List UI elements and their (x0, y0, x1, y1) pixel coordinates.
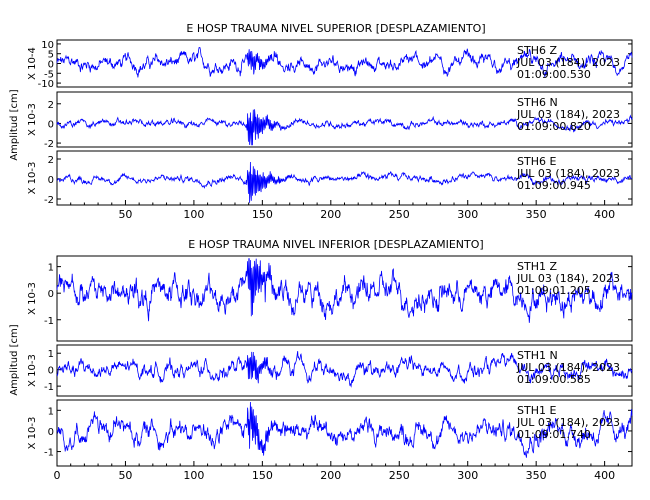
x-tick-label: 350 (526, 208, 547, 221)
x-tick-label: 400 (594, 469, 615, 482)
scale-label: X 10-3 (27, 282, 38, 315)
waveform-line (56, 258, 633, 323)
panel-title-inferior: E HOSP TRAUMA NIVEL INFERIOR [DESPLAZAMI… (188, 238, 483, 251)
time-label: 01:09:00.530 (517, 68, 591, 81)
date-label: JUL 03 (184), 2023 (516, 361, 620, 374)
y-tick-label: -10 (38, 79, 54, 90)
scale-label: X 10-3 (27, 162, 38, 195)
station-label: STH6 Z (517, 44, 557, 57)
y-tick-label: -1 (44, 448, 54, 459)
scale-label: X 10-3 (27, 354, 38, 387)
y-tick-label: 0 (48, 427, 54, 438)
y-tick-label: 0 (48, 366, 54, 377)
x-tick-label: 150 (252, 469, 273, 482)
y-tick-label: -1 (44, 316, 54, 327)
y-tick-label: -5 (44, 69, 54, 80)
time-label: 01:09:00.945 (517, 179, 591, 192)
y-tick-label: 2 (48, 155, 54, 166)
station-label: STH6 N (517, 96, 558, 109)
station-label: STH6 E (517, 155, 556, 168)
time-label: 01:09:01.740 (517, 428, 591, 441)
x-tick-label: 150 (252, 208, 273, 221)
station-label: STH1 N (517, 349, 558, 362)
x-tick-label: 400 (594, 208, 615, 221)
date-label: JUL 03 (184), 2023 (516, 167, 620, 180)
x-tick-label: 300 (457, 208, 478, 221)
y-tick-label: -1 (44, 382, 54, 393)
x-tick-label: 50 (118, 208, 132, 221)
y-tick-label: -2 (44, 139, 54, 150)
y-axis-label-inferior: Amplitud [cm] (9, 324, 20, 395)
time-label: 01:09:01.205 (517, 284, 591, 297)
x-tick-label: 200 (320, 469, 341, 482)
date-label: JUL 03 (184), 2023 (516, 416, 620, 429)
x-tick-label: 250 (389, 469, 410, 482)
time-label: 01:09:00.585 (517, 373, 591, 386)
panel-title-superior: E HOSP TRAUMA NIVEL SUPERIOR [DESPLAZAMI… (186, 22, 485, 35)
waveform-line (56, 401, 633, 458)
scale-label: X 10-3 (27, 417, 38, 450)
y-tick-label: 5 (48, 50, 54, 61)
x-tick-label: 100 (183, 208, 204, 221)
date-label: JUL 03 (184), 2023 (516, 56, 620, 69)
y-tick-label: 1 (48, 349, 54, 360)
y-axis-label-superior: Amplitud [cm] (9, 89, 20, 160)
y-tick-label: 0 (48, 289, 54, 300)
scale-label: X 10-3 (27, 103, 38, 136)
date-label: JUL 03 (184), 2023 (516, 108, 620, 121)
time-label: 01:09:00.820 (517, 120, 591, 133)
y-tick-label: -2 (44, 195, 54, 206)
y-tick-label: 2 (48, 100, 54, 111)
x-tick-label: 300 (457, 469, 478, 482)
x-tick-label: 200 (320, 208, 341, 221)
x-tick-label: 0 (54, 469, 61, 482)
trace-frame (56, 255, 633, 342)
x-tick-label: 100 (183, 469, 204, 482)
waveform-line (56, 109, 633, 146)
date-label: JUL 03 (184), 2023 (516, 272, 620, 285)
x-tick-label: 350 (526, 469, 547, 482)
y-tick-label: 10 (41, 40, 54, 51)
waveform-line (56, 161, 633, 203)
y-tick-label: 1 (48, 263, 54, 274)
x-tick-label: 50 (118, 469, 132, 482)
y-tick-label: 1 (48, 406, 54, 417)
waveform-line (56, 47, 633, 78)
scale-label: X 10-4 (27, 47, 38, 80)
x-tick-label: 250 (389, 208, 410, 221)
y-tick-label: 0 (48, 119, 54, 130)
station-label: STH1 Z (517, 260, 557, 273)
y-tick-label: 0 (48, 60, 54, 71)
waveform-line (56, 351, 633, 388)
y-tick-label: 0 (48, 175, 54, 186)
station-label: STH1 E (517, 404, 556, 417)
